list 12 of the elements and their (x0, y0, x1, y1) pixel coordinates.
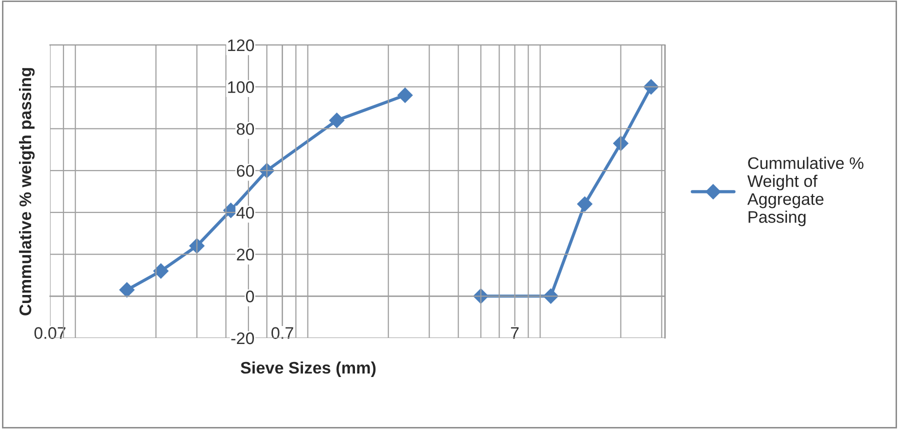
y-tick-label: 40 (236, 206, 254, 219)
y-tick-label: 80 (236, 123, 254, 135)
y-tick-label: 0 (246, 290, 254, 302)
x-tick-label: 7 (511, 327, 519, 339)
x-axis-title: Sieve Sizes (mm) (240, 361, 376, 377)
legend-label: Cummulative % Weight of Aggregate Passing (747, 156, 864, 226)
y-axis-title: Cummulative % weigth passing (19, 68, 35, 316)
y-tick-label: 20 (236, 248, 254, 260)
y-tick-label: 120 (228, 39, 254, 52)
y-tick-label: 60 (236, 164, 254, 177)
y-tick-label: 100 (228, 81, 254, 94)
y-tick-label: -20 (231, 332, 254, 344)
